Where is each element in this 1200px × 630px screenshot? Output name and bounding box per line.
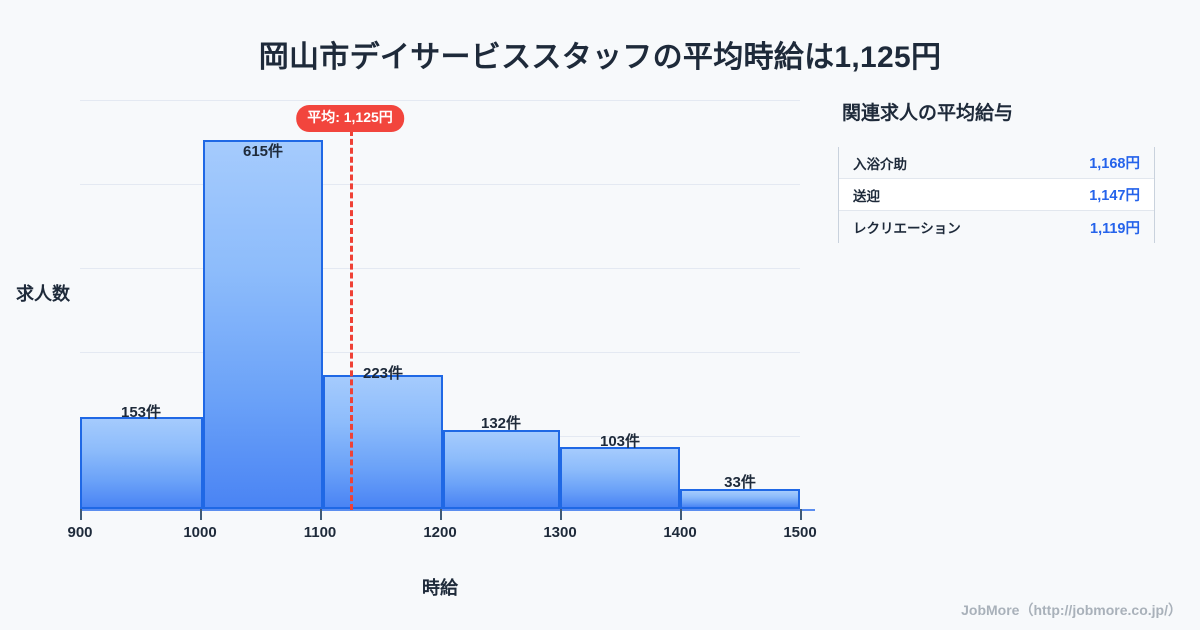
x-axis-tick-label: 1400 <box>663 524 697 541</box>
histogram-bar[interactable] <box>203 140 323 509</box>
bar-value-label: 615件 <box>242 143 284 160</box>
x-axis-tick <box>560 509 562 520</box>
source-watermark: JobMore（http://jobmore.co.jp/） <box>961 602 1182 618</box>
x-axis-line <box>80 509 815 511</box>
average-badge: 平均: 1,125円 <box>296 105 404 132</box>
bar-value-label: 132件 <box>480 415 522 432</box>
salary-row-label: レクリエーション <box>853 221 961 236</box>
related-salary-heading: 関連求人の平均給与 <box>842 103 1014 124</box>
bar-value-label: 223件 <box>362 365 404 382</box>
x-axis-tick <box>320 509 322 520</box>
x-axis-tick-label: 1500 <box>783 524 817 541</box>
bar-value-label: 103件 <box>599 433 641 450</box>
salary-row-value: 1,119円 <box>1090 220 1140 237</box>
histogram-bar[interactable] <box>680 489 800 509</box>
gridline <box>80 268 800 269</box>
table-row[interactable]: レクリエーション 1,119円 <box>839 211 1154 243</box>
table-row[interactable]: 送迎 1,147円 <box>839 179 1154 211</box>
salary-row-label: 送迎 <box>853 188 880 204</box>
x-axis-tick-label: 900 <box>67 524 93 541</box>
histogram-bar[interactable] <box>443 429 560 509</box>
x-axis-tick <box>800 509 802 520</box>
x-axis-tick-label: 1000 <box>183 524 217 541</box>
salary-row-label: 入浴介助 <box>853 156 907 172</box>
x-axis-tick <box>440 509 442 520</box>
x-axis-title: 時給 <box>422 578 458 598</box>
page-title: 岡山市デイサービススタッフの平均時給は1,125円 <box>258 41 942 74</box>
x-axis-tick <box>80 509 82 520</box>
salary-row-value: 1,147円 <box>1089 188 1140 204</box>
histogram-chart: 153件 615件 223件 132件 103件 33件 900 1000 11… <box>16 100 817 598</box>
histogram-bar[interactable] <box>80 417 203 509</box>
x-axis-tick <box>200 509 202 520</box>
x-axis-tick-label: 1100 <box>303 524 337 541</box>
bar-value-label: 33件 <box>724 474 756 491</box>
x-axis-tick-label: 1300 <box>543 524 577 541</box>
gridline <box>80 352 800 353</box>
bars-layer: 153件 615件 223件 132件 103件 33件 <box>80 140 800 509</box>
y-axis-title: 求人数 <box>16 284 70 304</box>
gridline <box>80 184 800 185</box>
related-salary-panel: 関連求人の平均給与 入浴介助 1,168円 送迎 1,147円 レクリエーション… <box>838 98 1168 243</box>
average-line <box>350 130 353 510</box>
x-axis-tick-label: 1200 <box>423 524 457 541</box>
salary-row-value: 1,168円 <box>1089 156 1140 172</box>
histogram-bar[interactable] <box>560 447 680 509</box>
table-row[interactable]: 入浴介助 1,168円 <box>839 147 1154 179</box>
gridline <box>80 100 800 101</box>
related-salary-table: 入浴介助 1,168円 送迎 1,147円 レクリエーション 1,119円 <box>838 147 1155 243</box>
bar-value-label: 153件 <box>120 404 162 421</box>
histogram-bar[interactable] <box>323 375 443 509</box>
x-axis-tick <box>680 509 682 520</box>
